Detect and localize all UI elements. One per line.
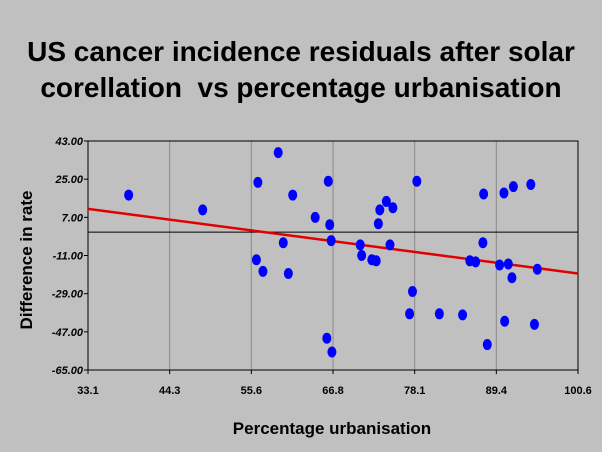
data-point <box>495 259 505 271</box>
data-point <box>499 187 509 199</box>
data-point <box>471 256 481 268</box>
data-point <box>371 255 381 267</box>
x-tick-label: 66.8 <box>322 385 343 397</box>
chart-title-line2: corellation vs percentage urbanisation <box>40 72 562 103</box>
y-axis-ticks: 43.00 25.00 7.00 -11.00 -29.00 -47.00 -65.00 <box>52 136 88 377</box>
x-tick-label: 100.6 <box>564 385 592 397</box>
data-point <box>326 235 336 247</box>
data-point <box>388 202 398 214</box>
data-point <box>373 218 383 230</box>
data-point <box>251 254 261 266</box>
data-point <box>355 239 365 251</box>
x-axis-ticks: 33.1 44.3 55.6 66.8 78.1 89.4 100.6 <box>77 370 592 397</box>
data-point <box>273 147 283 159</box>
y-tick-label: -29.00 <box>52 289 84 301</box>
data-point <box>325 219 335 231</box>
data-point <box>124 189 134 201</box>
data-point <box>407 286 417 298</box>
data-point <box>278 237 288 249</box>
data-points <box>124 147 542 358</box>
y-tick-label: 25.00 <box>54 174 83 186</box>
data-point <box>198 204 208 216</box>
data-point <box>323 175 333 187</box>
data-point <box>503 258 513 270</box>
data-point <box>507 272 517 284</box>
data-point <box>322 332 332 344</box>
x-tick-label: 55.6 <box>241 385 262 397</box>
data-point <box>500 315 510 327</box>
data-point <box>283 268 293 280</box>
chart-title: US cancer incidence residuals after sola… <box>0 34 602 106</box>
y-tick-label: -11.00 <box>53 251 84 263</box>
data-point <box>479 188 489 200</box>
data-point <box>529 318 539 330</box>
data-point <box>482 339 492 351</box>
x-axis-label: Percentage urbanisation <box>233 419 431 438</box>
data-point <box>288 189 298 201</box>
data-point <box>508 181 518 193</box>
x-tick-label: 44.3 <box>159 385 180 397</box>
data-point <box>357 250 367 261</box>
data-point <box>258 265 268 277</box>
data-point <box>253 176 263 188</box>
data-point <box>434 308 444 320</box>
y-tick-label: 43.00 <box>54 136 83 148</box>
data-point <box>526 178 536 190</box>
data-point <box>381 195 391 207</box>
data-point <box>327 346 337 358</box>
y-axis-label: Difference in rate <box>17 191 36 330</box>
data-point <box>375 204 385 216</box>
y-tick-label: -65.00 <box>52 365 84 377</box>
data-point <box>458 309 468 321</box>
data-point <box>385 239 395 251</box>
data-point <box>405 308 415 320</box>
data-point <box>310 211 320 223</box>
x-tick-label: 78.1 <box>404 385 425 397</box>
data-point <box>412 175 422 187</box>
x-tick-label: 33.1 <box>77 385 98 397</box>
chart-title-line1: US cancer incidence residuals after sola… <box>27 36 575 67</box>
y-tick-label: -47.00 <box>52 327 84 339</box>
y-tick-label: 7.00 <box>62 212 84 224</box>
data-point <box>478 237 488 249</box>
data-point <box>532 263 542 275</box>
x-tick-label: 89.4 <box>486 385 508 397</box>
